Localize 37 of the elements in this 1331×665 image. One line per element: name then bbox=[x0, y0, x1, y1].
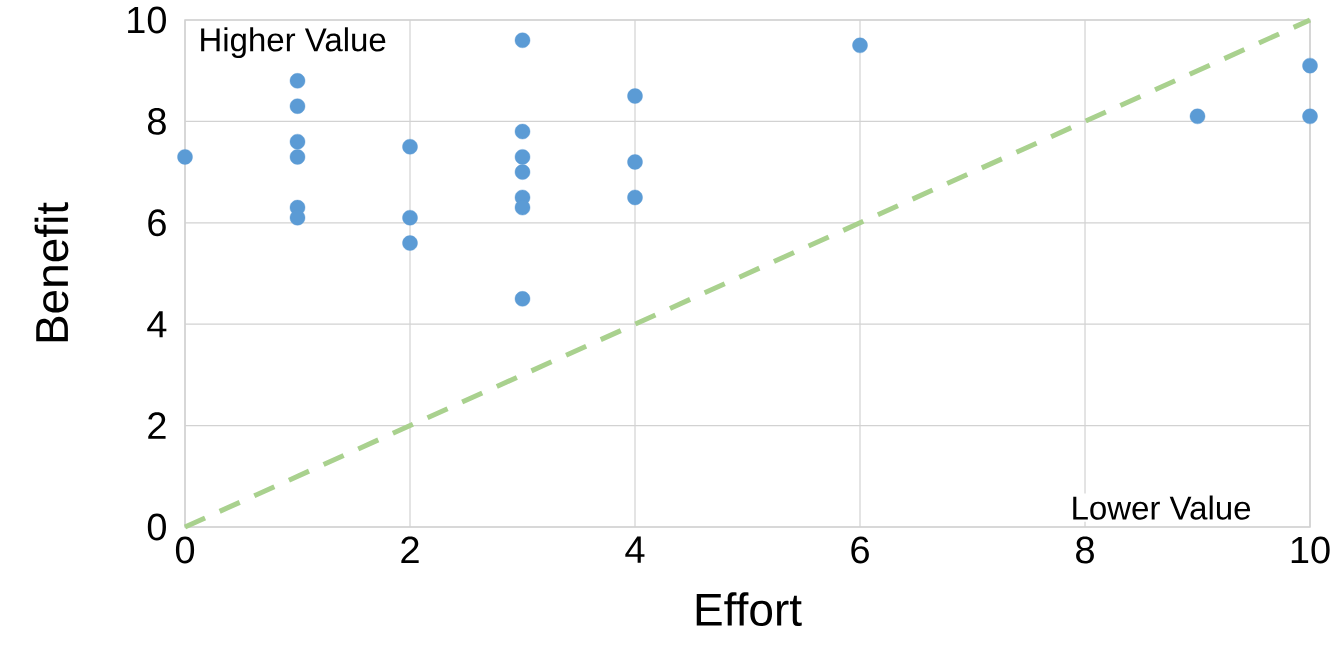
point bbox=[1302, 108, 1318, 125]
x-tick-label: 2 bbox=[401, 536, 419, 564]
x-tick-label: 0 bbox=[175, 536, 195, 564]
point bbox=[289, 149, 306, 165]
point bbox=[514, 149, 531, 165]
x-tick-label: 6 bbox=[851, 536, 869, 564]
y-tick-label: 0 bbox=[147, 513, 166, 541]
x-tick-label: 4 bbox=[625, 536, 645, 563]
point bbox=[514, 164, 531, 180]
point bbox=[627, 88, 643, 104]
x-tick-label: 10 bbox=[1291, 536, 1330, 564]
y-axis-title: Benefit bbox=[34, 202, 69, 342]
y-tick-label: 4 bbox=[147, 311, 167, 338]
point bbox=[289, 133, 306, 150]
point bbox=[402, 235, 418, 251]
x-tick-label: 8 bbox=[1076, 536, 1094, 564]
point bbox=[1189, 108, 1206, 125]
point bbox=[289, 73, 306, 89]
y-tick-label: 8 bbox=[147, 107, 166, 135]
point bbox=[289, 210, 306, 226]
point bbox=[514, 291, 531, 307]
point bbox=[177, 149, 193, 165]
point bbox=[402, 210, 418, 226]
point bbox=[1302, 57, 1318, 74]
annotation: Lower Value bbox=[1073, 495, 1251, 520]
y-tick-label: 2 bbox=[148, 412, 166, 439]
y-tick-label: 6 bbox=[148, 209, 166, 237]
annotation: Higher Value bbox=[201, 27, 386, 59]
point bbox=[514, 32, 531, 48]
point bbox=[627, 154, 643, 170]
point bbox=[627, 189, 643, 206]
point bbox=[514, 123, 531, 140]
point bbox=[289, 98, 306, 114]
y-tick-label: 10 bbox=[128, 6, 166, 34]
x-axis-title: Effort bbox=[696, 592, 802, 627]
point bbox=[402, 139, 418, 155]
point bbox=[852, 37, 868, 54]
